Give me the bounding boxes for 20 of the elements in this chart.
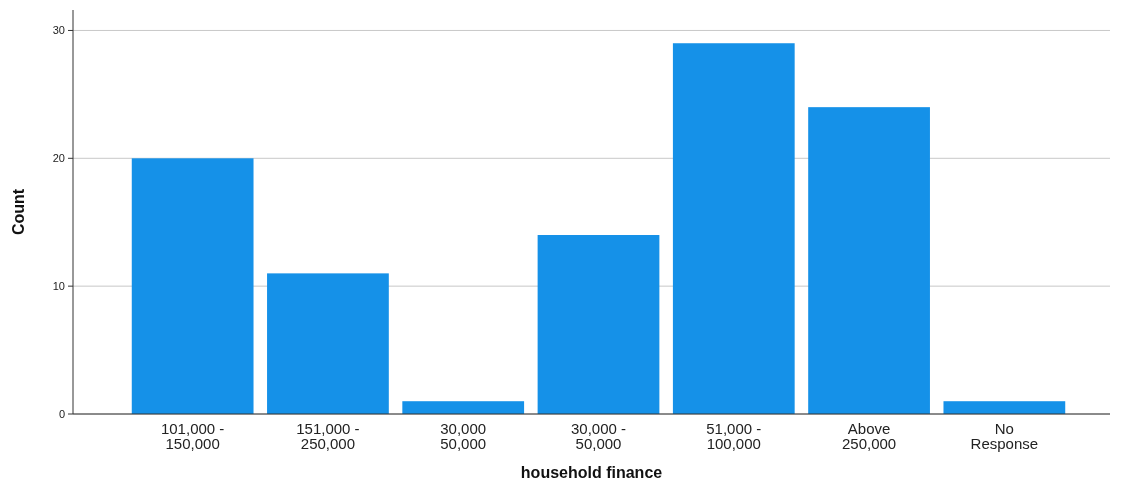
x-tick-label: Above 250,000 [841, 420, 897, 452]
y-axis-title: Count [10, 188, 27, 236]
bar [131, 158, 254, 414]
x-tick-label: 30,000 - 50,000 [570, 420, 627, 452]
x-tick-label: 151,000 - 250,000 [296, 420, 360, 452]
y-tick-label: 0 [58, 407, 65, 420]
bar [808, 107, 930, 414]
y-tick-label: 30 [52, 24, 65, 37]
bar [267, 273, 389, 414]
x-tick-label: 51,000 - 100,000 [706, 420, 762, 452]
x-tick-label: 30,000 50,000 [440, 420, 487, 452]
x-axis-title: household finance [520, 464, 663, 481]
x-tick-label: No Response [970, 420, 1039, 452]
bar [672, 43, 795, 414]
y-tick-label: 10 [52, 280, 65, 292]
bar [943, 401, 1066, 414]
bar [537, 235, 660, 414]
y-tick-label: 20 [52, 152, 65, 165]
bar [402, 401, 525, 414]
x-tick-label: 101,000 - 150,000 [160, 420, 225, 452]
